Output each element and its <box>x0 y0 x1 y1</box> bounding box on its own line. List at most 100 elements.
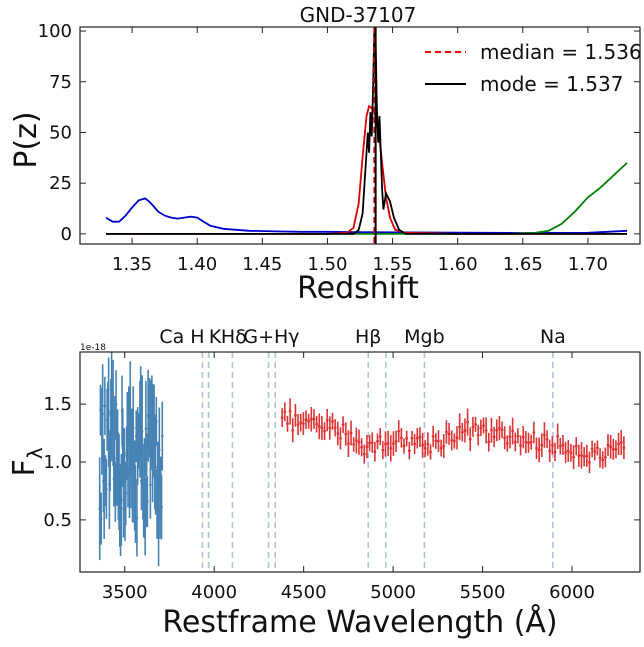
blue-spectrum-point <box>114 490 117 494</box>
pz-x-tick-label: 1.55 <box>373 254 413 275</box>
red-spectrum-point <box>466 420 470 424</box>
spectrum-x-tick-label: 5500 <box>460 582 506 603</box>
blue-spectrum-point <box>146 500 149 503</box>
blue-spectrum-point <box>158 448 161 451</box>
blue-spectrum-point <box>134 502 137 506</box>
legend-mode-label: mode = 1.537 <box>480 72 623 96</box>
red-spectrum-point <box>482 424 485 427</box>
red-spectrum-point <box>580 454 583 457</box>
pz-x-axis-label: Redshift <box>297 271 419 306</box>
red-spectrum-point <box>357 440 361 444</box>
spectrum-y-tick-label: 1.5 <box>43 394 72 415</box>
red-spectrum-point <box>582 455 586 459</box>
red-spectrum-point <box>458 425 462 429</box>
spectrum-y-tick-label: 0.5 <box>43 510 72 531</box>
red-spectrum-point <box>370 441 374 444</box>
red-spectrum-point <box>508 435 512 439</box>
pz-series-2 <box>106 104 627 235</box>
pz-legend: median = 1.536 mode = 1.537 <box>425 40 642 96</box>
blue-spectrum-point <box>155 420 158 423</box>
red-spectrum-point <box>561 443 565 447</box>
spectrum-x-axis-label: Restframe Wavelength (Å) <box>162 604 557 640</box>
pz-x-tick-label: 1.35 <box>112 254 152 275</box>
red-spectrum-point <box>378 435 382 439</box>
red-spectrum-point <box>516 434 520 438</box>
red-spectrum-point <box>365 445 369 449</box>
blue-spectrum-point <box>105 487 108 491</box>
red-spectrum-point <box>418 435 422 439</box>
red-spectrum-point <box>437 439 440 443</box>
pz-x-tick-label: 1.50 <box>307 254 347 275</box>
pz-series-0 <box>105 197 628 234</box>
red-spectrum-point <box>415 436 419 440</box>
red-spectrum-point <box>331 420 334 423</box>
red-spectrum-point <box>603 455 607 459</box>
red-spectrum-point <box>368 441 371 445</box>
blue-spectrum-point <box>134 435 138 438</box>
red-spectrum-point <box>291 428 295 432</box>
pz-series-1 <box>106 162 628 235</box>
red-spectrum-point <box>373 450 377 454</box>
red-spectrum-point <box>413 442 417 446</box>
red-spectrum-point <box>529 440 533 444</box>
red-spectrum-point <box>320 426 324 430</box>
red-spectrum-point <box>550 443 554 447</box>
red-spectrum-point <box>572 455 575 459</box>
blue-spectrum-point <box>139 411 142 414</box>
spectrum-scale-label: 1e-18 <box>80 343 106 353</box>
red-spectrum-point <box>447 432 451 436</box>
red-spectrum-point <box>333 426 337 430</box>
red-spectrum-point <box>495 428 499 432</box>
blue-spectrum-point <box>101 412 104 416</box>
red-spectrum-point <box>622 446 626 450</box>
spectrum-plot-area <box>98 352 626 572</box>
red-spectrum-point <box>492 435 496 439</box>
red-spectrum-point <box>476 433 480 437</box>
red-spectrum-point <box>429 450 432 454</box>
spectrum-y-tick-label: 1.0 <box>43 452 72 473</box>
blue-spectrum-point <box>130 438 134 442</box>
red-spectrum-point <box>439 446 443 450</box>
pz-panel: GND-37107 1.35 1.40 1.45 1.50 1.55 1.60 1.65 1.… <box>9 3 642 306</box>
red-spectrum-point <box>315 422 319 426</box>
blue-spectrum-point <box>124 492 128 495</box>
blue-spectrum-point <box>122 454 126 458</box>
red-spectrum-point <box>452 439 456 443</box>
red-spectrum-point <box>346 442 350 446</box>
red-spectrum-point <box>405 437 409 440</box>
blue-spectrum-point <box>122 507 125 510</box>
red-spectrum-point <box>511 429 515 433</box>
blue-spectrum-point <box>125 433 129 437</box>
red-spectrum-point <box>296 423 300 427</box>
red-spectrum-point <box>513 440 517 444</box>
red-spectrum-point <box>402 444 406 448</box>
pz-y-tick-label: 75 <box>49 72 72 93</box>
pz-x-tick-label: 1.70 <box>568 254 608 275</box>
red-spectrum-point <box>442 444 446 448</box>
blue-spectrum-point <box>161 434 164 438</box>
spectral-line-label: Na <box>540 326 566 348</box>
red-spectrum-point <box>445 430 448 434</box>
red-spectrum-point <box>399 436 403 440</box>
red-spectrum-point <box>286 422 289 426</box>
red-spectrum-point <box>352 442 356 446</box>
spectral-line-label: K <box>209 326 222 348</box>
red-spectrum-point <box>301 422 305 426</box>
red-spectrum-point <box>283 410 287 414</box>
red-spectrum-point <box>474 422 477 426</box>
blue-spectrum-point <box>131 427 135 430</box>
blue-spectrum-point <box>160 505 163 509</box>
red-spectrum-point <box>558 444 562 448</box>
red-spectrum-point <box>505 442 509 445</box>
spectrum-y-axis-label-main: F <box>7 459 42 476</box>
red-spectrum-point <box>543 433 546 437</box>
spectrum-axes-frame <box>79 351 641 573</box>
red-spectrum-point <box>323 429 326 433</box>
spectrum-x-tick-label: 3500 <box>102 582 148 603</box>
blue-spectrum-point <box>99 408 102 412</box>
red-spectrum-point <box>434 439 438 443</box>
red-spectrum-point <box>553 450 557 454</box>
red-spectrum-point <box>609 445 613 449</box>
red-spectrum-point <box>577 454 581 458</box>
red-spectrum-point <box>299 421 303 425</box>
